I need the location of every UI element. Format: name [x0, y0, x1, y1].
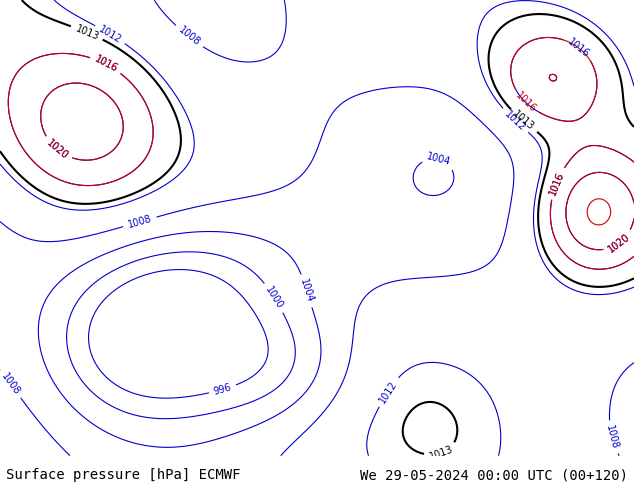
Text: 1013: 1013: [74, 23, 100, 42]
Text: 1000: 1000: [264, 285, 285, 311]
Text: 1004: 1004: [298, 278, 315, 304]
Text: 1020: 1020: [606, 231, 632, 254]
Text: 1016: 1016: [547, 170, 566, 196]
Text: 1008: 1008: [604, 424, 620, 450]
Text: We 29-05-2024 00:00 UTC (00+120): We 29-05-2024 00:00 UTC (00+120): [359, 468, 628, 482]
Text: 1016: 1016: [93, 54, 119, 74]
Text: 1004: 1004: [426, 152, 452, 168]
Text: 1008: 1008: [0, 371, 22, 397]
Text: 1016: 1016: [93, 54, 119, 74]
Text: 1013: 1013: [428, 444, 455, 462]
Text: 1020: 1020: [606, 231, 632, 254]
Text: 996: 996: [212, 382, 233, 397]
Text: 1020: 1020: [44, 138, 70, 161]
Text: 1016: 1016: [566, 37, 592, 60]
Text: 1016: 1016: [547, 170, 566, 196]
Text: 1012: 1012: [377, 379, 399, 405]
Text: 1012: 1012: [503, 109, 527, 133]
Text: 1016: 1016: [514, 91, 538, 115]
Text: 1013: 1013: [511, 109, 536, 133]
Text: 1008: 1008: [176, 25, 202, 48]
Text: 1012: 1012: [97, 24, 124, 45]
Text: 1008: 1008: [127, 214, 153, 230]
Text: 1020: 1020: [44, 138, 70, 161]
Text: Surface pressure [hPa] ECMWF: Surface pressure [hPa] ECMWF: [6, 468, 241, 482]
